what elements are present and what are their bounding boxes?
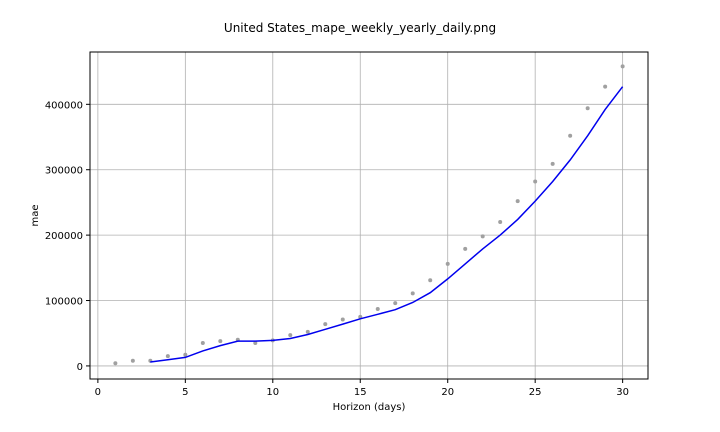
mae-point xyxy=(620,64,625,69)
ticks: 0 5 10 15 20 25 30 0 100000 200000 300000 400000 xyxy=(45,100,629,398)
mae-point xyxy=(428,278,433,283)
chart-title: United States_mape_weekly_yearly_daily.p… xyxy=(224,21,496,35)
mae-point xyxy=(498,220,503,225)
x-tick-label: 15 xyxy=(354,387,367,398)
mae-point xyxy=(165,354,170,359)
mae-point xyxy=(585,106,590,111)
x-tick-label: 30 xyxy=(616,387,629,398)
y-tick-label: 100000 xyxy=(45,297,83,308)
mae-point xyxy=(253,341,258,346)
mae-point xyxy=(130,358,135,363)
mae-point xyxy=(568,133,573,138)
mae-point xyxy=(550,161,555,166)
y-tick-label: 400000 xyxy=(45,100,83,111)
x-axis-label: Horizon (days) xyxy=(333,402,406,413)
mae-point xyxy=(463,246,468,251)
grid xyxy=(90,52,648,379)
mae-point xyxy=(445,261,450,266)
mae-point xyxy=(340,317,345,322)
mae-point xyxy=(305,329,310,334)
mae-point xyxy=(113,361,118,366)
y-tick-label: 0 xyxy=(77,362,83,373)
x-tick-label: 25 xyxy=(529,387,542,398)
rolling-mae-line xyxy=(150,86,624,363)
x-tick-label: 20 xyxy=(441,387,454,398)
y-axis-label: mae xyxy=(30,204,41,226)
mae-point xyxy=(515,199,520,204)
y-tick-label: 200000 xyxy=(45,231,83,242)
mae-point xyxy=(288,333,293,338)
mae-point xyxy=(200,341,205,346)
mae-point xyxy=(183,352,188,357)
mae-point xyxy=(375,307,380,312)
mae-point xyxy=(393,301,398,306)
plot-frame xyxy=(89,51,649,380)
x-tick-label: 10 xyxy=(266,387,279,398)
x-tick-label: 0 xyxy=(95,387,101,398)
mae-point xyxy=(410,291,415,296)
mae-point xyxy=(480,234,485,239)
y-tick-label: 300000 xyxy=(45,166,83,177)
x-tick-label: 5 xyxy=(182,387,188,398)
series-layer xyxy=(113,64,625,366)
mae-point xyxy=(533,179,538,184)
mae-point xyxy=(603,84,608,89)
mae-point xyxy=(218,339,223,344)
mae-point xyxy=(323,322,328,327)
